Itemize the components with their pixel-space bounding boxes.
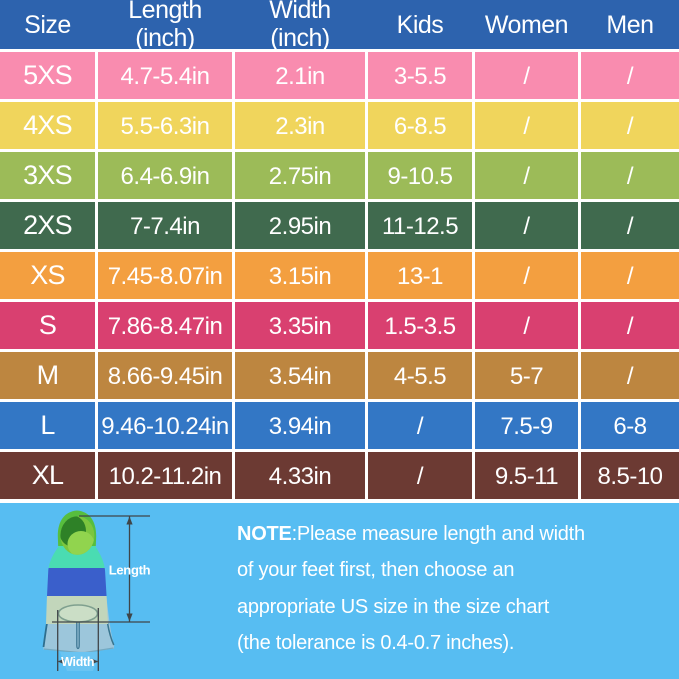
svg-text:Length: Length (109, 563, 151, 578)
svg-text:Width: Width (61, 655, 94, 669)
